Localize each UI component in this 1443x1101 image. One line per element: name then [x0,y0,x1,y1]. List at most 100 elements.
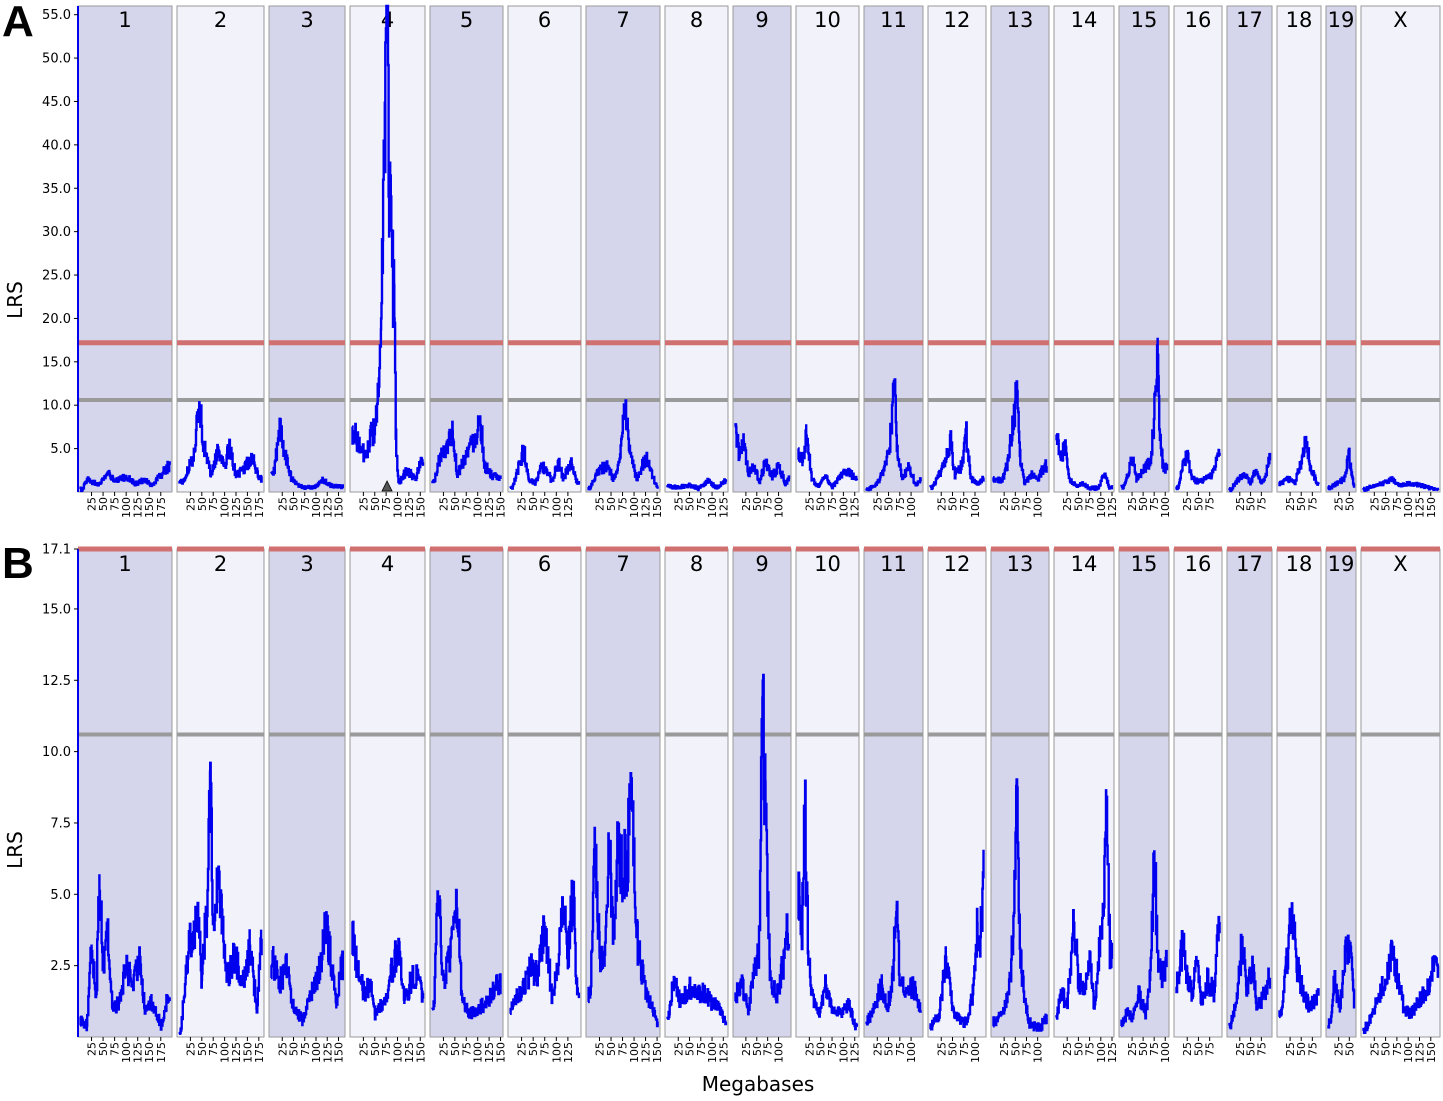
x-tick-label: 25 [871,1042,884,1056]
lrs-trace [1327,934,1356,1029]
x-tick-label: 25 [86,1042,99,1056]
x-tick-label: 25 [1284,497,1297,511]
x-tick-label: 150 [651,1042,664,1063]
chromosome-label: 10 [814,552,841,576]
x-tick-label: 175 [155,1042,168,1063]
x-tick-label: 25 [276,1042,289,1056]
lrs-trace [865,900,922,1026]
x-tick-label: 50 [196,1042,209,1056]
x-tick-label: 125 [132,497,145,518]
chromosome-label: 17 [1236,8,1263,32]
x-tick-label: 25 [998,497,1011,511]
x-tick-label: 100 [310,497,323,518]
x-tick-label: 75 [1255,1042,1268,1056]
chromosome-label: 8 [690,552,703,576]
y-tick-label: 10.0 [42,399,71,414]
x-tick-label: 100 [1402,497,1415,518]
x-tick-label: 100 [1159,497,1172,518]
y-tick-label: 2.5 [50,959,71,974]
x-tick-label: 175 [155,497,168,518]
chromosome-label: 1 [118,552,131,576]
chromosome-label: 19 [1328,552,1355,576]
lrs-trace [431,888,502,1020]
chromosome-band [1118,5,1170,493]
x-tick-label: 100 [706,497,719,518]
x-tick-label: 50 [1072,1042,1085,1056]
lrs-trace [270,417,344,490]
lrs-trace [1175,448,1221,491]
chromosome-label: 8 [690,8,703,32]
x-tick-label: 75 [299,1042,312,1056]
x-tick-label: 75 [762,1042,775,1056]
x-tick-label: 100 [1032,497,1045,518]
x-tick-label: 25 [1181,1042,1194,1056]
x-tick-label: 25 [740,497,753,511]
x-tick-label: 125 [1414,497,1427,518]
x-tick-label: 25 [803,1042,816,1056]
x-tick-label: 150 [651,497,664,518]
x-tick-label: 50 [1245,497,1258,511]
x-tick-label: 25 [935,1042,948,1056]
x-tick-label: 50 [883,1042,896,1056]
y-axis-title: LRS [3,281,27,319]
x-tick-label: 50 [684,1042,697,1056]
x-tick-label: 125 [640,497,653,518]
chromosome-band [990,5,1050,493]
x-tick-label: 100 [392,1042,405,1063]
x-tick-label: 75 [460,497,473,511]
x-tick-label: 50 [1245,1042,1258,1056]
chromosome-band [1325,5,1357,493]
chromosome-label: 6 [538,552,551,576]
x-tick-label: 50 [1192,497,1205,511]
x-tick-label: 50 [815,497,828,511]
chromosome-label: 9 [755,8,768,32]
panel-letter: B [2,539,34,588]
x-tick-label: 50 [815,1042,828,1056]
x-tick-label: 100 [120,1042,133,1063]
x-tick-label: 25 [871,497,884,511]
x-tick-label: 50 [1380,1042,1393,1056]
x-tick-label: 25 [1284,1042,1297,1056]
lrs-trace [929,849,985,1031]
x-tick-label: 150 [414,497,427,518]
x-tick-label: 75 [1391,1042,1404,1056]
x-tick-label: 100 [550,1042,563,1063]
x-tick-label: 50 [947,497,960,511]
x-tick-label: 150 [1425,497,1438,518]
x-tick-label: 75 [1204,1042,1217,1056]
chromosome-label: 18 [1286,8,1313,32]
lrs-trace [1120,850,1168,1028]
x-tick-label: 150 [241,497,254,518]
chromosome-label: 2 [214,552,227,576]
lrs-trace [79,874,171,1032]
x-tick-label: 25 [357,497,370,511]
x-tick-label: 150 [495,1042,508,1063]
chromosome-label: 9 [755,552,768,576]
x-tick-label: 100 [219,497,232,518]
chromosome-label: 12 [944,552,971,576]
x-tick-label: 75 [958,497,971,511]
chromosome-label: 15 [1131,8,1158,32]
x-tick-label: 50 [751,1042,764,1056]
x-tick-label: 75 [380,1042,393,1056]
x-tick-label: 100 [310,1042,323,1063]
chromosome-band [795,5,860,493]
x-tick-label: 100 [472,1042,485,1063]
x-tick-label: 50 [684,497,697,511]
x-tick-label: 75 [539,497,552,511]
x-tick-label: 25 [594,497,607,511]
